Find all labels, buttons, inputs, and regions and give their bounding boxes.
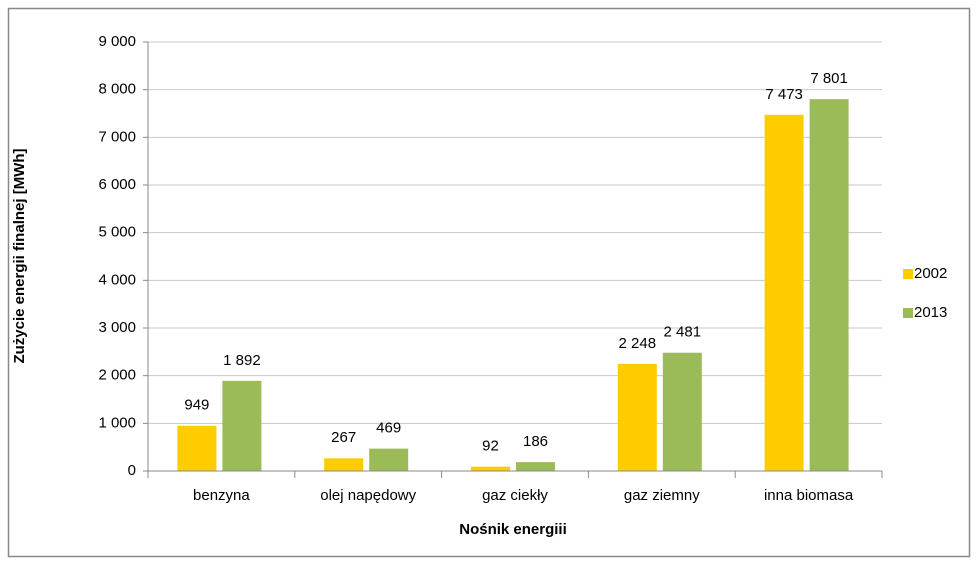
data-label: 1 892 [223, 352, 261, 369]
x-tick-label: olej napędowy [320, 487, 416, 504]
data-label: 7 801 [810, 70, 848, 87]
bar [471, 466, 510, 471]
y-tick-label: 4 000 [98, 271, 136, 288]
y-tick-label: 1 000 [98, 414, 136, 431]
data-label: 7 473 [765, 86, 803, 103]
legend-swatch [903, 269, 913, 279]
data-label: 2 248 [619, 335, 657, 352]
y-tick-label: 8 000 [98, 81, 136, 98]
bar [809, 99, 849, 471]
x-tick-label: gaz ziemny [624, 487, 700, 504]
y-tick-label: 2 000 [98, 367, 136, 384]
legend-swatch [903, 308, 913, 318]
y-tick-label: 5 000 [98, 224, 136, 241]
x-tick-label: gaz ciekły [482, 487, 548, 504]
data-label: 92 [482, 438, 499, 455]
bar [222, 380, 262, 471]
bar [324, 458, 364, 471]
bar [516, 462, 555, 471]
x-axis-title: Nośnik energiii [459, 521, 567, 538]
chart-frame [7, 7, 971, 558]
data-label: 469 [376, 420, 401, 437]
data-label: 186 [523, 433, 548, 450]
y-tick-label: 6 000 [98, 176, 136, 193]
data-label: 2 481 [664, 324, 702, 341]
legend-label: 2013 [914, 304, 947, 321]
bar [764, 114, 804, 472]
bar [177, 425, 217, 471]
bar [617, 363, 657, 471]
y-tick-label: 3 000 [98, 319, 136, 336]
y-tick-label: 7 000 [98, 128, 136, 145]
bar [662, 352, 702, 471]
bar [369, 448, 409, 471]
x-tick-label: benzyna [193, 487, 250, 504]
data-label: 267 [331, 429, 356, 446]
y-tick-label: 0 [128, 462, 136, 479]
legend-label: 2002 [914, 265, 947, 282]
x-tick-label: inna biomasa [764, 487, 854, 504]
data-label: 949 [184, 397, 209, 414]
y-tick-label: 9 000 [98, 33, 136, 50]
y-axis-title: Zużycie energii finalnej [MWh] [11, 148, 28, 363]
